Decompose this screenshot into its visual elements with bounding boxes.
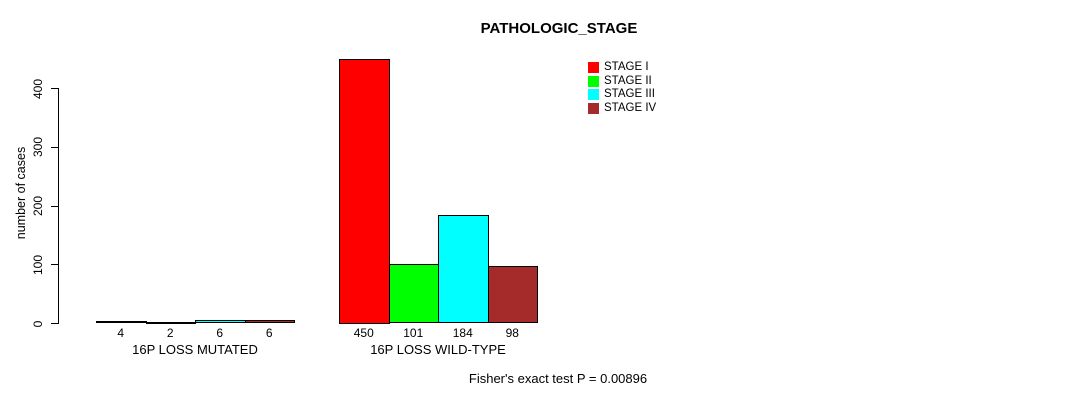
bar-value-label: 101	[403, 326, 424, 340]
legend-label: STAGE I	[604, 61, 649, 74]
bar-value-label: 450	[353, 326, 374, 340]
legend-label: STAGE II	[604, 74, 652, 87]
y-axis-tick-label: 400	[31, 78, 45, 99]
legend-item-stage-ii: STAGE II	[588, 75, 656, 89]
bar-value-label: 6	[265, 326, 273, 340]
y-axis-tick	[51, 323, 58, 324]
legend-item-stage-i: STAGE I	[588, 61, 656, 75]
y-axis-tick-label: 200	[31, 195, 45, 217]
y-axis	[58, 88, 59, 324]
y-axis-tick	[51, 264, 58, 266]
y-axis-tick-label: 0	[31, 320, 45, 327]
legend-swatch-stage-iii	[588, 89, 599, 101]
y-axis-tick-label: 300	[31, 137, 45, 158]
bar-stage-iv-16p-loss-wild-type	[487, 265, 538, 324]
legend-swatch-stage-ii	[588, 75, 599, 87]
bar-value-label: 2	[166, 326, 174, 340]
bar-stage-ii-16p-loss-wild-type	[388, 264, 439, 324]
y-axis-label: number of cases	[14, 146, 28, 240]
bar-value-label: 184	[452, 326, 473, 340]
y-axis-tick	[51, 205, 58, 207]
legend-label: STAGE IV	[604, 102, 657, 115]
legend-item-stage-iii: STAGE III	[588, 88, 656, 102]
bar-stage-iii-16p-loss-mutated	[195, 319, 246, 324]
legend-item-stage-iv: STAGE IV	[588, 102, 656, 116]
y-axis-tick	[51, 146, 58, 148]
chart-title: PATHOLOGIC_STAGE	[480, 20, 638, 37]
bar-stage-i-16p-loss-wild-type	[339, 59, 390, 324]
legend-swatch-stage-i	[588, 62, 599, 74]
y-axis-tick	[51, 88, 58, 89]
fisher-test-annotation: Fisher's exact test P = 0.00896	[468, 371, 648, 386]
bar-stage-ii-16p-loss-mutated	[145, 321, 196, 324]
group-label-16p-loss-wild-type: 16P LOSS WILD-TYPE	[370, 342, 506, 357]
bar-value-label: 98	[505, 326, 519, 340]
legend: STAGE I STAGE II STAGE III STAGE IV	[588, 61, 656, 115]
y-axis-tick-label: 100	[31, 254, 45, 275]
bar-stage-iv-16p-loss-mutated	[244, 319, 295, 324]
bar-value-label: 4	[117, 326, 125, 340]
group-label-16p-loss-mutated: 16P LOSS MUTATED	[132, 342, 258, 357]
bar-value-label: 6	[216, 326, 224, 340]
legend-label: STAGE III	[604, 88, 655, 101]
bar-stage-iii-16p-loss-wild-type	[438, 215, 489, 324]
bar-stage-i-16p-loss-mutated	[96, 321, 147, 324]
legend-swatch-stage-iv	[588, 103, 599, 115]
